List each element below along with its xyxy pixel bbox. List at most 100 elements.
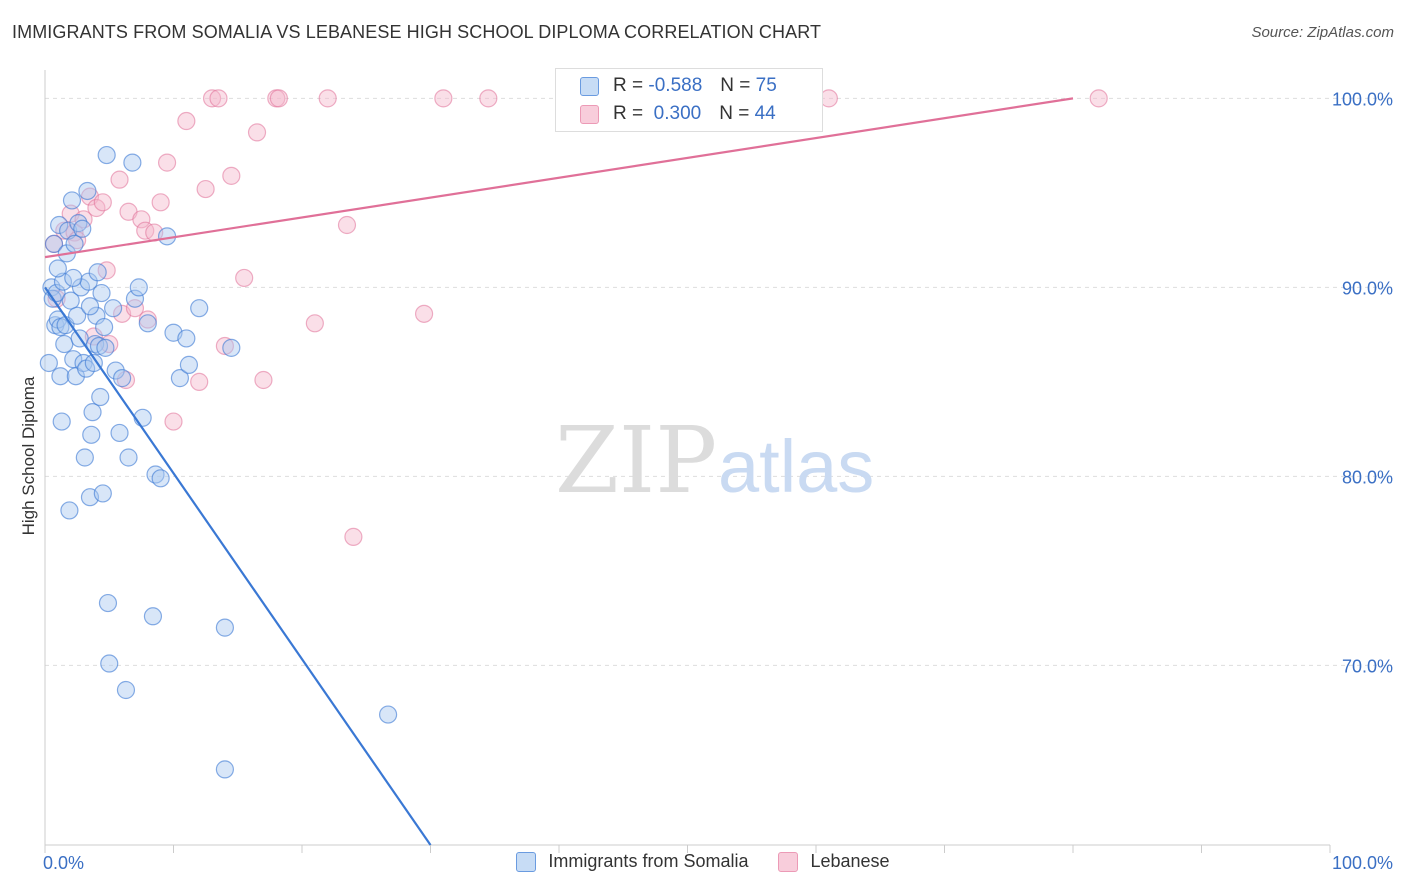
trend-lines xyxy=(44,97,1074,846)
lebanese-point xyxy=(318,89,337,108)
series-legend-lebanese[interactable]: Lebanese xyxy=(778,851,890,872)
legend-r-value: -0.588 xyxy=(648,75,703,96)
y-tick-label: 70.0% xyxy=(1342,656,1393,676)
somalia-point xyxy=(378,705,398,724)
series-legend: Immigrants from Somalia Lebanese xyxy=(0,851,1406,872)
watermark-atlas: atlas xyxy=(718,425,874,508)
lebanese-point xyxy=(215,336,234,356)
lebanese-point xyxy=(434,89,453,108)
lebanese-point xyxy=(93,193,112,212)
lebanese-point xyxy=(209,89,228,108)
somalia-point xyxy=(215,760,234,779)
legend-n-value: 44 xyxy=(754,103,776,124)
somalia-point xyxy=(177,329,196,348)
chart-title: IMMIGRANTS FROM SOMALIA VS LEBANESE HIGH… xyxy=(12,22,822,42)
somalia-point xyxy=(119,448,138,467)
legend-swatch-pink xyxy=(580,104,599,124)
lebanese-point xyxy=(247,123,267,142)
somalia-point xyxy=(83,403,102,422)
grid-lines xyxy=(45,97,1392,666)
somalia-point xyxy=(100,654,119,673)
somalia-point xyxy=(73,219,92,238)
lebanese-point xyxy=(344,527,363,546)
watermark-zip: ZIP xyxy=(555,407,717,514)
legend-row-lebanese: R = 0.300 N = 44 xyxy=(580,101,776,127)
somalia-point xyxy=(62,191,82,210)
somalia-point xyxy=(55,334,74,354)
somalia-points xyxy=(39,145,398,779)
series-swatch-blue xyxy=(516,851,537,872)
somalia-point xyxy=(123,153,142,172)
y-tick-label: 100.0% xyxy=(1332,89,1393,109)
somalia-point xyxy=(129,278,148,297)
somalia-point xyxy=(50,215,69,235)
somalia-point xyxy=(143,607,163,626)
lebanese-point xyxy=(196,179,215,199)
somalia-point xyxy=(98,593,118,613)
somalia-point xyxy=(215,618,234,637)
somalia-point xyxy=(92,283,111,303)
somalia-point xyxy=(151,469,170,488)
legend-row-somalia: R = -0.588 N = 75 xyxy=(580,73,777,99)
lebanese-point xyxy=(254,370,273,390)
lebanese-point xyxy=(47,289,66,308)
somalia-point xyxy=(110,423,129,443)
somalia-point xyxy=(112,369,132,388)
y-tick-label: 80.0% xyxy=(1342,467,1393,487)
lebanese-point xyxy=(132,210,151,229)
x-tick-label-min: 0.0% xyxy=(43,853,84,873)
lebanese-point xyxy=(479,89,498,108)
legend-n-label: N = xyxy=(720,75,751,96)
somalia-point xyxy=(89,336,109,356)
x-tick-label-max: 100.0% xyxy=(1332,853,1393,873)
lebanese-point xyxy=(97,261,116,280)
lebanese-point xyxy=(125,299,145,318)
somalia-point xyxy=(170,369,190,388)
somalia-point xyxy=(88,263,107,282)
somalia-point xyxy=(91,387,110,407)
watermark: ZIP atlas xyxy=(555,407,874,514)
somalia-point xyxy=(97,145,116,165)
somalia-point xyxy=(133,408,152,427)
lebanese-point xyxy=(157,153,177,172)
lebanese-point xyxy=(136,221,155,240)
somalia-point xyxy=(48,259,67,278)
legend-r-value: 0.300 xyxy=(653,103,702,124)
stats-legend: R = -0.588 N = 75 R = 0.300 N = 44 xyxy=(555,68,823,132)
lebanese-point xyxy=(190,372,209,391)
somalia-point xyxy=(52,412,71,431)
somalia-point xyxy=(84,353,103,373)
somalia-point xyxy=(95,317,114,337)
lebanese-point xyxy=(151,193,170,212)
somalia-point xyxy=(80,297,100,316)
axis-labels: 70.0% 80.0% 90.0% 100.0% 0.0% 100.0% High Scho… xyxy=(19,89,1393,873)
somalia-point xyxy=(82,425,101,444)
lebanese-point xyxy=(1089,89,1108,108)
lebanese-point xyxy=(305,314,324,333)
legend-n-label: N = xyxy=(719,103,750,124)
somalia-point xyxy=(116,680,136,700)
somalia-point xyxy=(78,181,97,201)
y-tick-label: 90.0% xyxy=(1342,278,1393,298)
lebanese-point xyxy=(222,166,241,185)
somalia-point xyxy=(104,299,123,318)
somalia-point xyxy=(64,268,83,288)
series-label-somalia: Immigrants from Somalia xyxy=(548,851,749,871)
somalia-point xyxy=(106,361,125,380)
somalia-point xyxy=(93,484,112,503)
series-label-lebanese: Lebanese xyxy=(810,851,890,871)
lebanese-point xyxy=(414,304,434,323)
series-legend-somalia[interactable]: Immigrants from Somalia xyxy=(516,851,748,872)
lebanese-point xyxy=(202,89,222,108)
somalia-point xyxy=(61,291,80,310)
axes xyxy=(44,70,1331,853)
legend-swatch-blue xyxy=(580,76,599,96)
somalia-point xyxy=(179,355,199,374)
legend-r-label: R = xyxy=(613,75,644,96)
somalia-point xyxy=(44,234,64,254)
somalia-point xyxy=(125,289,145,308)
legend-n-value: 75 xyxy=(755,75,777,96)
series-swatch-pink xyxy=(778,851,799,872)
somalia-point xyxy=(96,338,115,357)
